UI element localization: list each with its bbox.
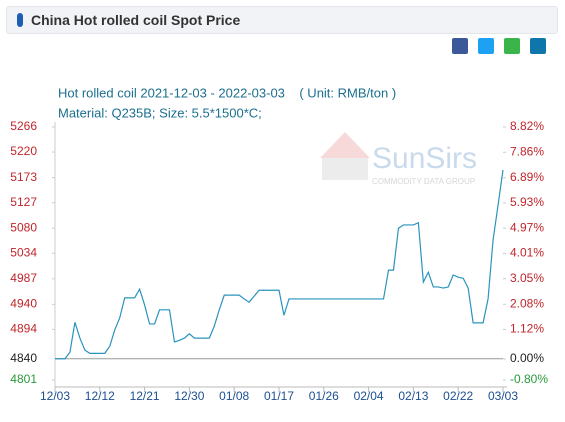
x-tick-label: 03/03 (488, 389, 518, 403)
y-tick-label: 4940 (10, 297, 37, 311)
header-icon (17, 13, 23, 27)
y-tick-label: 4987 (10, 271, 37, 285)
watermark-name: SunSirs (372, 142, 477, 175)
twitter-share[interactable] (478, 38, 494, 54)
x-tick-label: 01/08 (219, 389, 249, 403)
y-tick-label: 5127 (10, 195, 37, 209)
chart-title: Hot rolled coil 2021-12-03 - 2022-03-03 … (58, 85, 396, 100)
price-line (55, 169, 504, 360)
y2-tick-label: 0.00% (510, 351, 544, 365)
x-tick-label: 12/03 (40, 389, 70, 403)
x-tick-label: 02/04 (354, 389, 384, 403)
watermark-logo (320, 132, 370, 180)
y-tick-label: 5080 (10, 220, 37, 234)
linkedin-share[interactable] (530, 38, 546, 54)
x-tick-label: 01/26 (309, 389, 339, 403)
facebook-share[interactable] (452, 38, 468, 54)
y2-tick-label: 4.97% (510, 220, 544, 234)
x-tick-label: 12/21 (130, 389, 160, 403)
y2-tick-label: -0.80% (510, 372, 548, 386)
y2-tick-label: 6.89% (510, 170, 544, 184)
watermark-tagline: COMMODITY DATA GROUP (372, 177, 475, 186)
x-tick-label: 12/30 (174, 389, 204, 403)
header-title: China Hot rolled coil Spot Price (31, 12, 241, 28)
y2-tick-label: 3.05% (510, 271, 544, 285)
x-tick-label: 02/22 (443, 389, 473, 403)
x-tick-label: 12/12 (85, 389, 115, 403)
y-tick-label: 4801 (10, 372, 37, 386)
y2-tick-label: 4.01% (510, 246, 544, 260)
y-tick-label: 5034 (10, 245, 37, 259)
y-tick-label: 5220 (10, 144, 37, 158)
y2-tick-label: 7.86% (510, 144, 544, 158)
y-tick-label: 4840 (10, 351, 37, 365)
y2-tick-label: 5.93% (510, 195, 544, 209)
y2-tick-label: 2.08% (510, 296, 544, 310)
x-tick-label: 02/13 (398, 389, 428, 403)
header-bar: China Hot rolled coil Spot Price (6, 6, 558, 34)
y2-tick-label: 8.82% (510, 119, 544, 133)
y-tick-label: 5173 (10, 170, 37, 184)
wechat-share[interactable] (504, 38, 520, 54)
y-tick-label: 4894 (10, 322, 37, 336)
chart-subtitle: Material: Q235B; Size: 5.5*1500*C; (58, 105, 262, 120)
y-tick-label: 5266 (10, 119, 37, 133)
y2-tick-label: 1.12% (510, 322, 544, 336)
x-tick-label: 01/17 (264, 389, 294, 403)
